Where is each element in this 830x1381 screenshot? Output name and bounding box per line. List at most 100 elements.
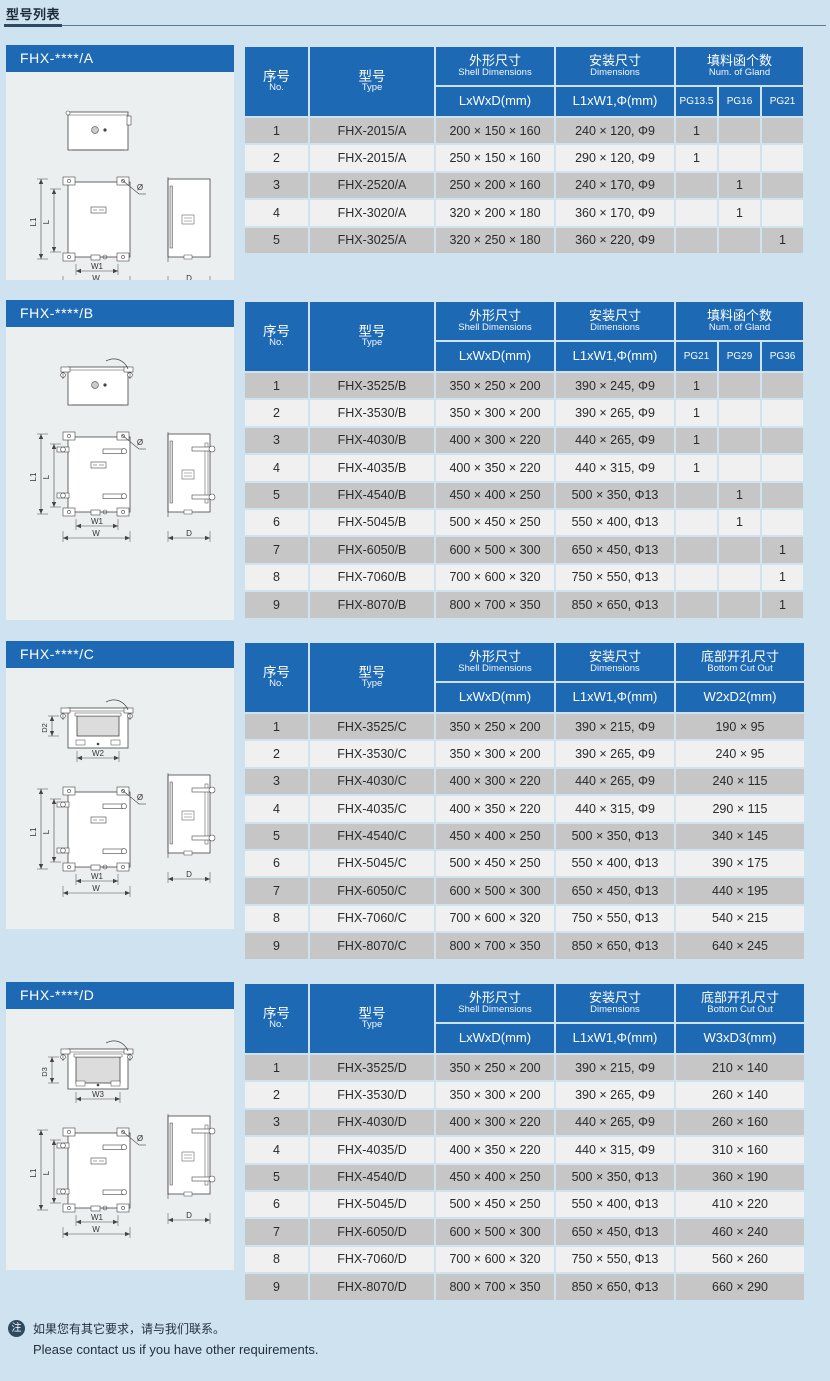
cell-mount: 850 × 650, Φ13 [556, 592, 674, 618]
spec-table-c: 序号 No. 型号 Type 外形尺寸 Shell Dimensions 安装尺… [243, 641, 806, 961]
cell-shell: 600 × 500 × 300 [436, 537, 554, 563]
cell-shell: 200 × 150 × 160 [436, 118, 554, 144]
cell-gland-1: 1 [719, 482, 760, 508]
cell-cutout: 210 × 140 [676, 1055, 804, 1081]
cell-no: 5 [245, 482, 308, 508]
cell-mount: 750 × 550, Φ13 [556, 1246, 674, 1273]
cell-shell: 400 × 300 × 220 [436, 768, 554, 795]
cell-type: FHX-6050/B [310, 537, 434, 563]
table-row: 2 FHX-2015/A 250 × 150 × 160 290 × 120, … [245, 145, 803, 171]
cell-type: FHX-3525/B [310, 373, 434, 399]
header-cutout: 底部开孔尺寸 Bottom Cut Out [676, 984, 804, 1022]
header-type-en: Type [361, 678, 383, 690]
cell-shell: 500 × 450 × 250 [436, 1191, 554, 1218]
table-row: 7 FHX-6050/C 600 × 500 × 300 650 × 450, … [245, 878, 804, 904]
header-gland-col-0: PG13.5 [676, 87, 717, 116]
header-gland-col-1: PG29 [719, 342, 760, 371]
cell-type: FHX-3020/A [310, 200, 434, 226]
cell-type: FHX-3530/C [310, 741, 434, 767]
header-type-en: Type [361, 82, 383, 94]
svg-text:L: L [42, 219, 51, 224]
cell-gland-1 [719, 145, 760, 171]
cell-gland-0 [676, 227, 717, 253]
table-row: 1 FHX-3525/D 350 × 250 × 200 390 × 215, … [245, 1055, 804, 1081]
cell-cutout: 310 × 160 [676, 1137, 804, 1163]
cell-type: FHX-2015/A [310, 145, 434, 171]
cell-gland-1 [719, 400, 760, 426]
cell-gland-2 [762, 400, 803, 426]
cell-mount: 390 × 215, Φ9 [556, 714, 674, 740]
cell-shell: 320 × 200 × 180 [436, 200, 554, 226]
header-mount-en: Dimensions [590, 1003, 640, 1015]
drawing-title-c: FHX-****/C [6, 641, 234, 668]
drawing-card-a: FHX-****/A Ø L1 L W1 W D [6, 45, 234, 280]
cell-gland-1 [719, 455, 760, 481]
cell-no: 1 [245, 373, 308, 399]
cell-mount: 750 × 550, Φ13 [556, 905, 674, 932]
header-shell: 外形尺寸 Shell Dimensions [436, 643, 554, 681]
cell-cutout: 240 × 115 [676, 768, 804, 795]
svg-text:L1: L1 [29, 217, 38, 226]
cell-mount: 500 × 350, Φ13 [556, 823, 674, 849]
cell-mount: 390 × 245, Φ9 [556, 373, 674, 399]
header-no: 序号 No. [245, 47, 308, 116]
cell-no: 5 [245, 227, 308, 253]
header-cutout-sub: W2xD2(mm) [676, 683, 804, 712]
header-cutout-cn: 底部开孔尺寸 [700, 989, 779, 1005]
cell-gland-0 [676, 592, 717, 618]
header-no: 序号 No. [245, 643, 308, 712]
cell-shell: 320 × 250 × 180 [436, 227, 554, 253]
table-row: 2 FHX-3530/C 350 × 300 × 200 390 × 265, … [245, 741, 804, 767]
header-shell-cn: 外形尺寸 [468, 307, 521, 323]
cell-no: 3 [245, 172, 308, 199]
header-gland: 填料函个数 Num. of Gland [676, 47, 803, 85]
cell-type: FHX-2520/A [310, 172, 434, 199]
cell-mount: 360 × 170, Φ9 [556, 200, 674, 226]
header-gland-col-2: PG21 [762, 87, 803, 116]
cell-shell: 350 × 300 × 200 [436, 741, 554, 767]
cell-type: FHX-5045/C [310, 850, 434, 877]
table-row: 4 FHX-4035/C 400 × 350 × 220 440 × 315, … [245, 796, 804, 822]
drawing-card-b: FHX-****/B Ø L1 L W1 W D [6, 300, 234, 620]
svg-text:L1: L1 [29, 472, 38, 481]
svg-text:W1: W1 [91, 517, 104, 526]
cell-no: 2 [245, 1082, 308, 1108]
cell-shell: 400 × 350 × 220 [436, 796, 554, 822]
header-cutout-en: Bottom Cut Out [707, 662, 773, 674]
cell-mount: 750 × 550, Φ13 [556, 564, 674, 591]
cell-mount: 550 × 400, Φ13 [556, 1191, 674, 1218]
table-row: 4 FHX-3020/A 320 × 200 × 180 360 × 170, … [245, 200, 803, 226]
cell-gland-0 [676, 564, 717, 591]
cell-gland-2 [762, 200, 803, 226]
cell-gland-1 [719, 227, 760, 253]
cell-no: 1 [245, 714, 308, 740]
cell-type: FHX-3525/D [310, 1055, 434, 1081]
dimension-drawing-c: D2 W2 Ø L1 L W1 W D [29, 699, 216, 897]
cell-cutout: 240 × 95 [676, 741, 804, 767]
cell-gland-2 [762, 455, 803, 481]
page-title: 型号列表 [6, 7, 61, 22]
cell-shell: 700 × 600 × 320 [436, 905, 554, 932]
svg-text:Ø: Ø [137, 793, 143, 802]
svg-text:W2: W2 [92, 749, 105, 758]
cell-cutout: 290 × 115 [676, 796, 804, 822]
header-type: 型号 Type [310, 47, 434, 116]
cell-shell: 250 × 200 × 160 [436, 172, 554, 199]
header-mount-en: Dimensions [590, 662, 640, 674]
header-no-en: No. [269, 82, 284, 94]
header-no: 序号 No. [245, 302, 308, 371]
cell-shell: 450 × 400 × 250 [436, 482, 554, 508]
table-row: 6 FHX-5045/B 500 × 450 × 250 550 × 400, … [245, 509, 803, 536]
cell-gland-2: 1 [762, 227, 803, 253]
cell-no: 2 [245, 145, 308, 171]
cell-cutout: 360 × 190 [676, 1164, 804, 1190]
cell-gland-0: 1 [676, 118, 717, 144]
header-mount-cn: 安装尺寸 [588, 307, 641, 323]
svg-text:W: W [92, 1225, 100, 1234]
cell-mount: 440 × 265, Φ9 [556, 1109, 674, 1136]
cell-no: 1 [245, 1055, 308, 1081]
cell-mount: 850 × 650, Φ13 [556, 1274, 674, 1300]
header-gland-col-1: PG16 [719, 87, 760, 116]
header-shell-sub: LxWxD(mm) [436, 683, 554, 712]
header-gland-col-2: PG36 [762, 342, 803, 371]
